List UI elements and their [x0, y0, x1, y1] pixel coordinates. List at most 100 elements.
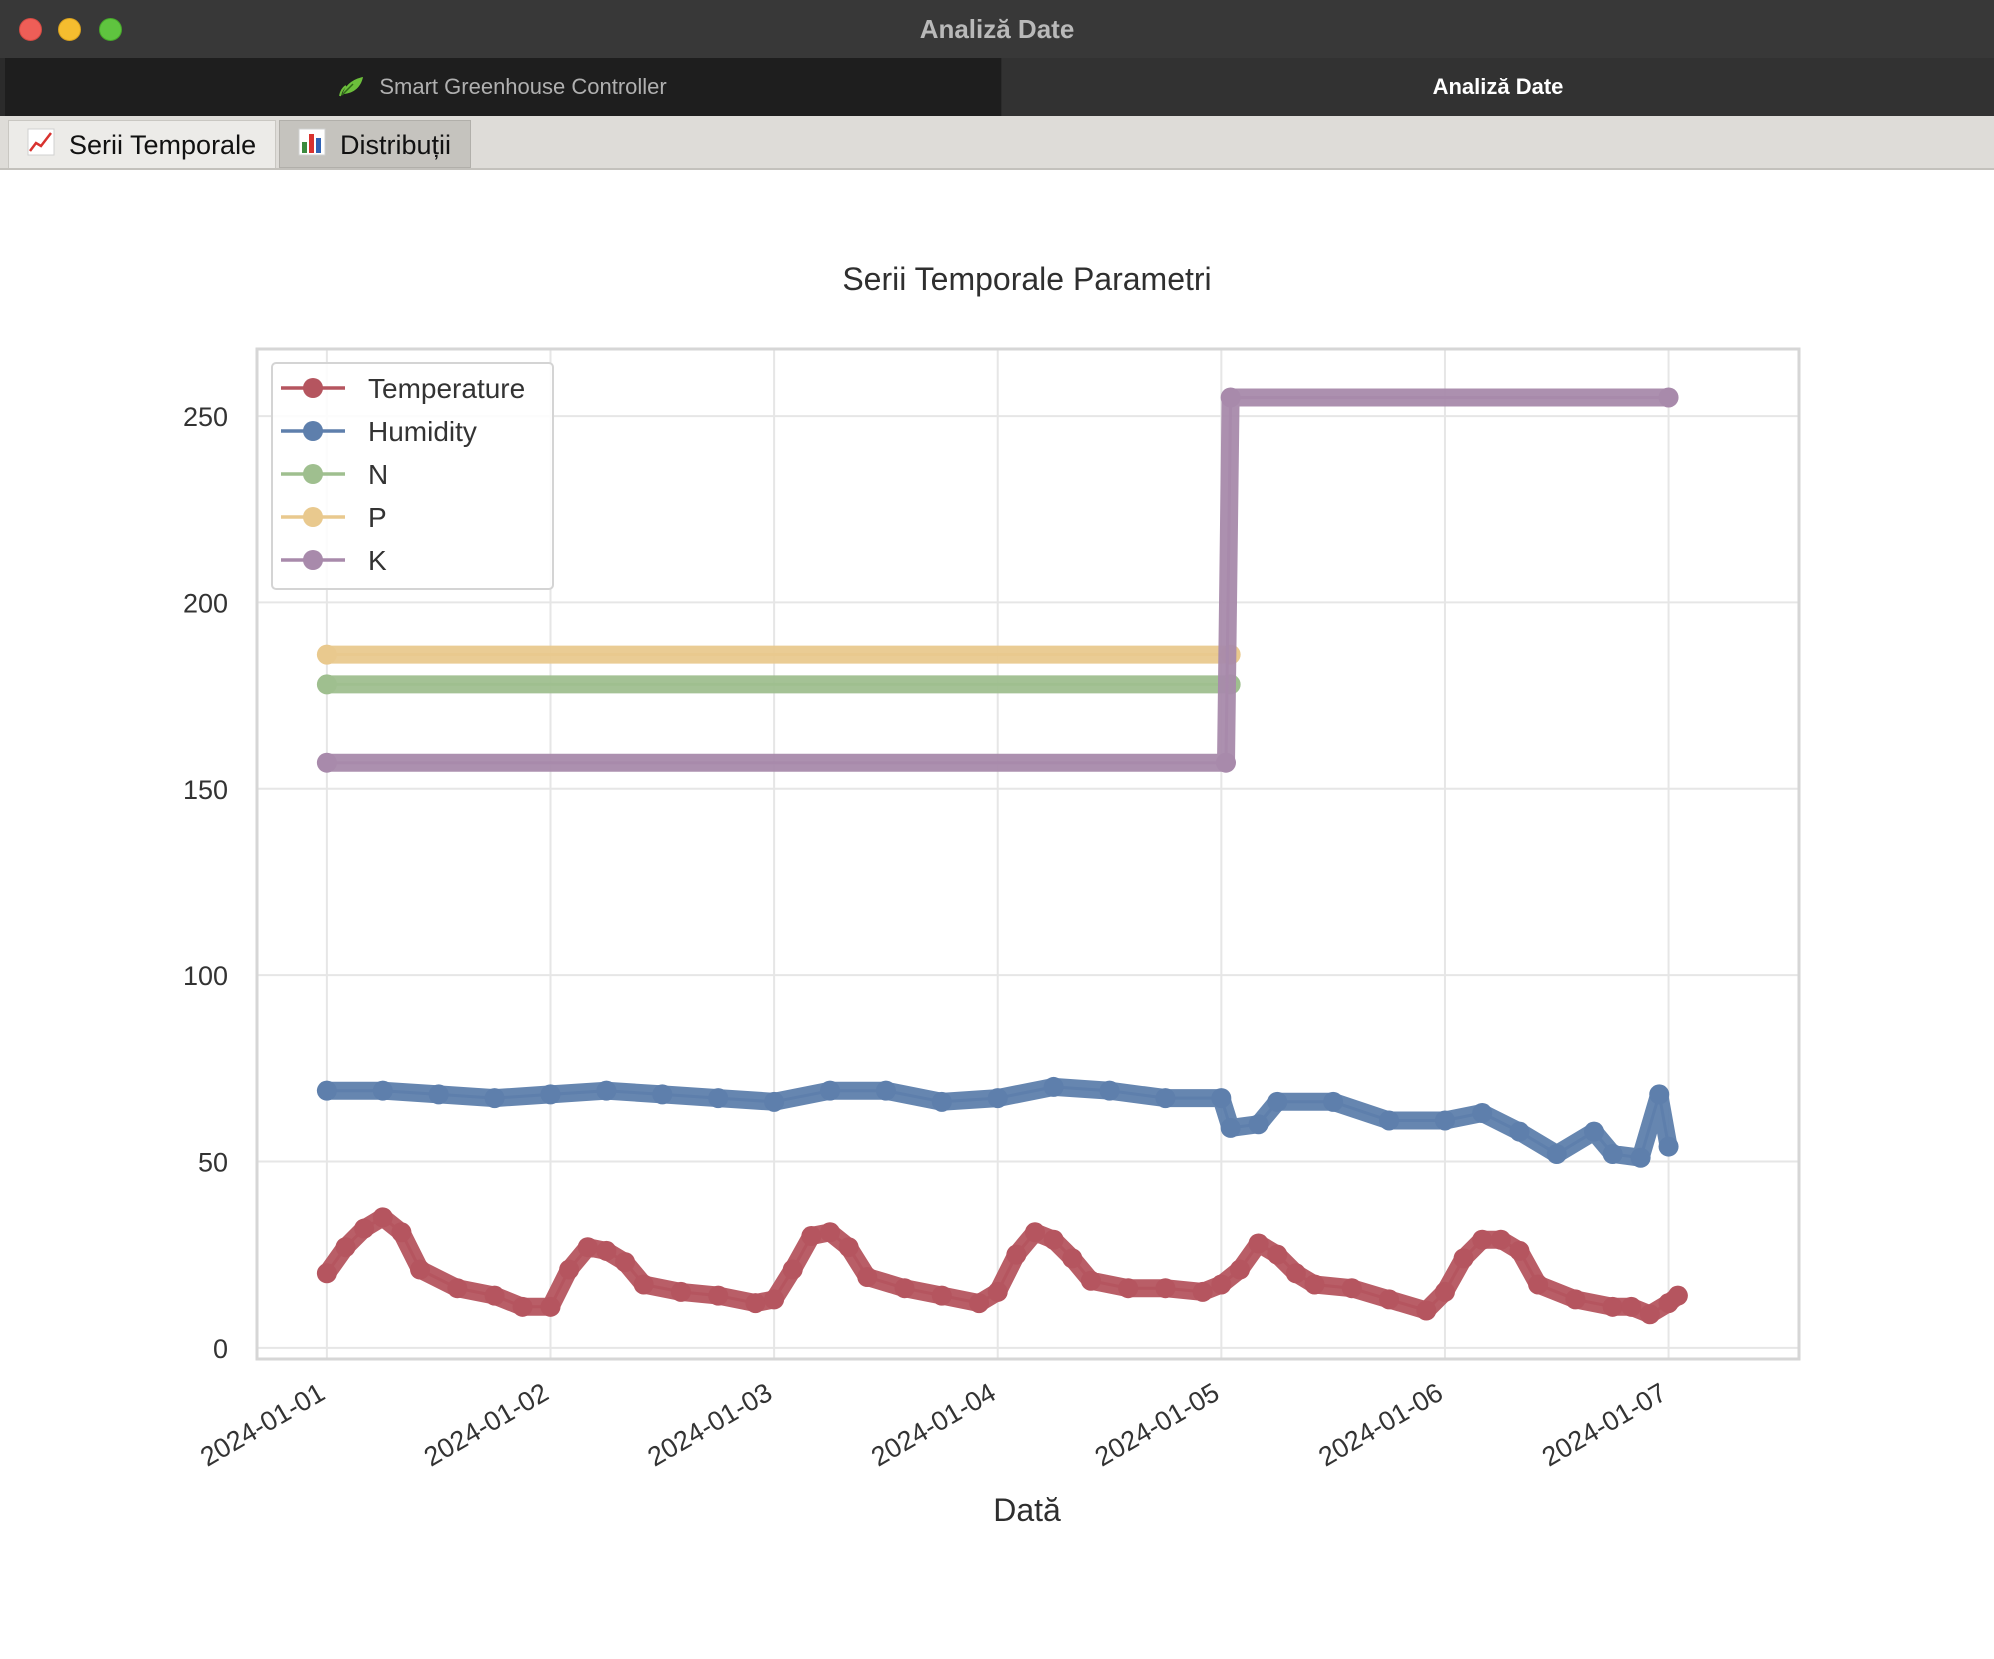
tab-serii-temporale[interactable]: Serii Temporale — [8, 120, 276, 168]
data-point — [410, 1259, 431, 1280]
tab-distributii[interactable]: Distribuții — [279, 120, 471, 168]
data-point — [764, 1091, 785, 1112]
x-tick-label: 2024-01-02 — [419, 1377, 554, 1472]
legend-marker — [303, 421, 323, 441]
data-point — [1621, 1296, 1642, 1317]
title-bar: Analiză Date — [0, 0, 1994, 59]
window-title: Analiză Date — [919, 14, 1075, 44]
data-point — [1565, 1289, 1586, 1310]
data-point — [1602, 1296, 1623, 1317]
data-point — [577, 1237, 598, 1258]
data-point — [1630, 1147, 1651, 1168]
data-point — [1509, 1121, 1530, 1142]
data-point — [1211, 1088, 1232, 1109]
data-point — [931, 1285, 952, 1306]
x-axis-ticks: 2024-01-01 2024-01-02 2024-01-03 2024-01-04… — [195, 1377, 1671, 1472]
data-point — [316, 644, 337, 665]
y-tick-label: 150 — [183, 775, 228, 805]
chart-title: Serii Temporale Parametri — [842, 261, 1211, 297]
data-point — [1024, 1222, 1045, 1243]
legend: Temperature Humidity NPK — [271, 362, 554, 590]
data-point — [1304, 1274, 1325, 1295]
legend-label: P — [368, 502, 387, 533]
tab-analiza-date[interactable]: Analiză Date — [1002, 58, 1994, 116]
data-point — [1118, 1278, 1139, 1299]
data-point — [335, 1237, 356, 1258]
series-p — [316, 644, 1241, 665]
legend-marker — [303, 550, 323, 570]
data-point — [801, 1226, 822, 1247]
x-tick-label: 2024-01-06 — [1313, 1377, 1448, 1472]
data-point — [633, 1274, 654, 1295]
data-point — [1639, 1304, 1660, 1325]
y-tick-label: 200 — [183, 588, 228, 618]
data-point — [1248, 1114, 1269, 1135]
data-point — [708, 1088, 729, 1109]
series-thin-line-k — [326, 396, 1669, 765]
plot-frame — [255, 347, 1801, 1361]
legend-label: K — [368, 545, 387, 576]
data-point — [708, 1285, 729, 1306]
data-point — [559, 1259, 580, 1280]
data-point — [615, 1252, 636, 1273]
data-point — [596, 1080, 617, 1101]
data-point — [1453, 1248, 1474, 1269]
data-point — [1192, 1281, 1213, 1302]
data-point — [1267, 1091, 1288, 1112]
grid-lines — [257, 349, 1799, 1359]
data-point — [1267, 1244, 1288, 1265]
maximize-window-button[interactable] — [99, 18, 122, 41]
legend-item: Temperature — [281, 373, 525, 404]
data-point — [670, 1281, 691, 1302]
legend-marker — [303, 464, 323, 484]
data-point — [316, 1263, 337, 1284]
legend-marker — [303, 378, 323, 398]
data-point — [1434, 1281, 1455, 1302]
legend-label: Humidity — [368, 416, 477, 447]
line-chart-icon — [27, 123, 55, 171]
data-point — [1220, 387, 1241, 408]
leaf-icon — [339, 74, 371, 99]
legend-item: Humidity — [281, 416, 477, 447]
data-point — [987, 1088, 1008, 1109]
close-window-button[interactable] — [19, 18, 42, 41]
legend-item: N — [281, 459, 388, 490]
data-point — [1416, 1300, 1437, 1321]
data-point — [820, 1080, 841, 1101]
data-point — [316, 752, 337, 773]
series-humidity — [316, 1076, 1679, 1168]
data-point — [1472, 1103, 1493, 1124]
tab-label: Analiză Date — [1432, 74, 1564, 99]
time-series-chart: Serii Temporale Parametri 0 50 100 150 200 25… — [183, 261, 1801, 1528]
x-tick-label: 2024-01-03 — [642, 1377, 777, 1472]
data-point — [1602, 1144, 1623, 1165]
legend-item: P — [281, 502, 387, 533]
data-point — [857, 1267, 878, 1288]
data-point — [391, 1222, 412, 1243]
data-point — [1472, 1229, 1493, 1250]
data-point — [372, 1080, 393, 1101]
series-k — [316, 387, 1679, 773]
data-point — [782, 1259, 803, 1280]
data-point — [540, 1296, 561, 1317]
x-axis-label: Dată — [993, 1492, 1061, 1528]
minimize-window-button[interactable] — [58, 18, 81, 41]
tab-smart-greenhouse-controller[interactable]: Smart Greenhouse Controller — [5, 58, 1001, 116]
tab-label: Smart Greenhouse Controller — [379, 74, 667, 99]
data-point — [484, 1285, 505, 1306]
chart-tab-bar: Serii Temporale Distribuții — [0, 116, 1994, 170]
legend-label: N — [368, 459, 388, 490]
y-axis-ticks: 0 50 100 150 200 250 — [183, 402, 228, 1364]
data-point — [1006, 1244, 1027, 1265]
data-point — [652, 1084, 673, 1105]
x-tick-label: 2024-01-04 — [866, 1377, 1001, 1472]
data-point — [1509, 1240, 1530, 1261]
data-point — [1062, 1248, 1083, 1269]
data-point — [1379, 1289, 1400, 1310]
bar-chart-icon — [298, 123, 326, 171]
x-tick-label: 2024-01-01 — [195, 1377, 330, 1472]
data-point — [838, 1237, 859, 1258]
x-tick-label: 2024-01-05 — [1090, 1377, 1225, 1472]
data-point — [1658, 1136, 1679, 1157]
